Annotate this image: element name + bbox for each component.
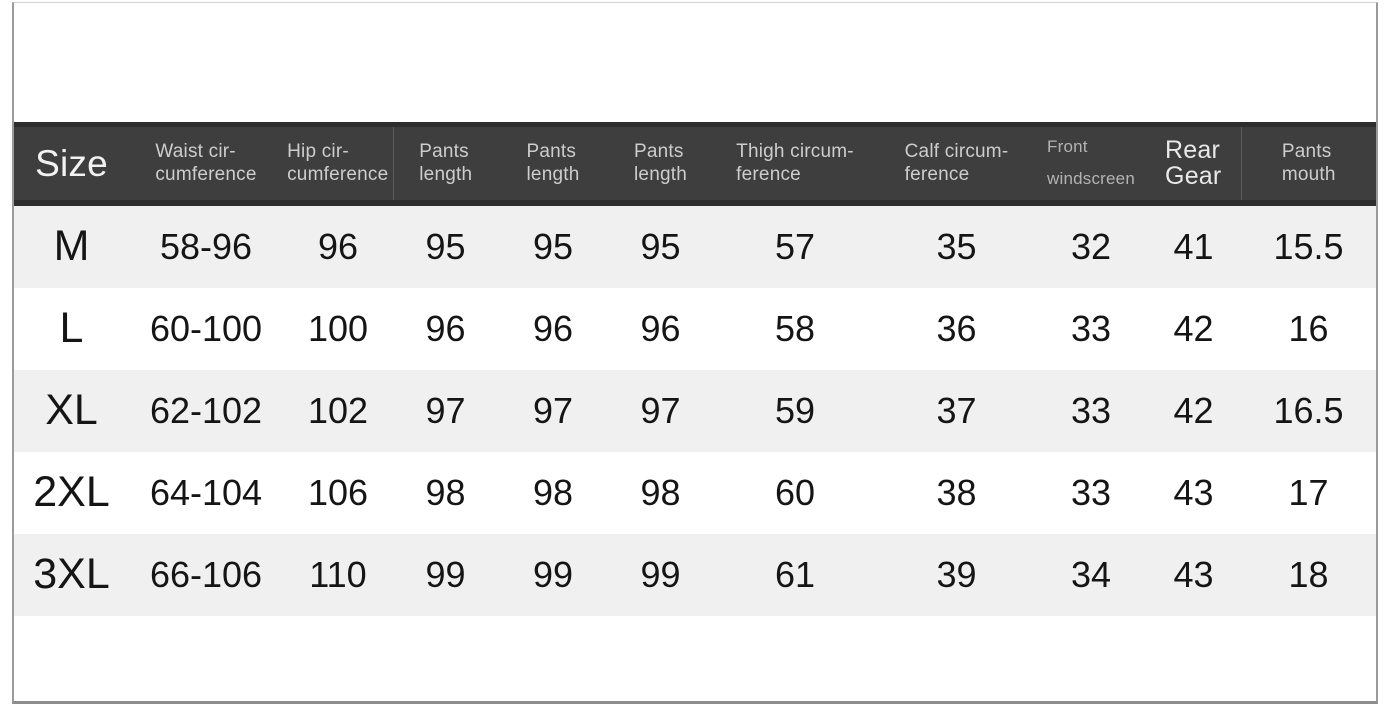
cell-3xl-calf-circumference: 39 <box>936 553 977 595</box>
column-header-hip-circumference: Hip cir- cumference <box>283 122 394 206</box>
cell-2xl-waist-circumference: 64-104 <box>149 471 263 513</box>
cell-l-rear-gear: 42 <box>1173 307 1214 349</box>
cell-xl-pants-length-2: 97 <box>532 389 574 431</box>
cell-m-pants-mouth: 15.5 <box>1273 225 1344 267</box>
cell-2xl-pants-length-2: 98 <box>532 471 574 513</box>
cell-xl-front-windscreen: 33 <box>1070 389 1112 431</box>
column-header-waist-circumference: Waist cir- cumference <box>129 122 283 206</box>
table-body: M 58-96 96 95 95 95 57 35 32 41 15.5 L 60-100 100 96 96… <box>14 202 1376 616</box>
column-header-rear-gear: Rear Gear <box>1146 122 1242 206</box>
cell-3xl-thigh-circumference: 61 <box>774 553 816 595</box>
cell-xl-rear-gear: 42 <box>1173 389 1214 431</box>
cell-m-thigh-circumference: 57 <box>774 225 816 267</box>
cell-l-front-windscreen: 33 <box>1070 307 1112 349</box>
cell-xl-hip-circumference: 102 <box>307 389 369 431</box>
header-row: Size Waist cir- cumference Hip cir- cumfer… <box>14 122 1376 206</box>
cell-3xl-pants-length-1: 99 <box>425 553 466 595</box>
cell-2xl-pants-length-3: 98 <box>640 471 681 513</box>
cell-3xl-rear-gear: 43 <box>1173 553 1214 595</box>
size-chart: Size Waist cir- cumference Hip cir- cumfer… <box>14 122 1376 616</box>
cell-xl-pants-mouth: 16.5 <box>1273 389 1344 431</box>
size-label: L <box>59 304 84 352</box>
column-header-pants-length-1: Pants length <box>393 122 498 206</box>
cell-xl-waist-circumference: 62-102 <box>149 389 263 431</box>
column-header-thigh-circumference: Thigh circum- ference <box>713 122 877 206</box>
cell-xl-pants-length-3: 97 <box>640 389 681 431</box>
column-header-pants-length-3: Pants length <box>608 122 713 206</box>
cell-3xl-pants-mouth: 18 <box>1288 553 1329 595</box>
table-header: Size Waist cir- cumference Hip cir- cumfer… <box>14 122 1376 206</box>
cell-m-pants-length-3: 95 <box>640 225 681 267</box>
cell-2xl-rear-gear: 43 <box>1173 471 1214 513</box>
cell-3xl-waist-circumference: 66-106 <box>149 553 263 595</box>
cell-m-calf-circumference: 35 <box>936 225 977 267</box>
cell-xl-thigh-circumference: 59 <box>774 389 816 431</box>
size-chart-frame: Size Waist cir- cumference Hip cir- cumfer… <box>12 2 1378 704</box>
column-header-label: Pants length <box>526 140 580 186</box>
cell-3xl-pants-length-3: 99 <box>640 553 681 595</box>
column-header-pants-length-2: Pants length <box>498 122 608 206</box>
cell-2xl-pants-mouth: 17 <box>1288 471 1329 513</box>
cell-3xl-front-windscreen: 34 <box>1070 553 1112 595</box>
size-label: XL <box>45 386 98 434</box>
size-label: 2XL <box>33 468 110 516</box>
table-row-m: M 58-96 96 95 95 95 57 35 32 41 15.5 <box>14 202 1376 288</box>
column-header-label: Hip cir- cumference <box>287 140 389 186</box>
column-header-size: Size <box>14 122 129 206</box>
cell-m-waist-circumference: 58-96 <box>159 225 253 267</box>
column-header-calf-circumference: Calf circum- ference <box>877 122 1036 206</box>
cell-m-hip-circumference: 96 <box>317 225 359 267</box>
size-chart-table: Size Waist cir- cumference Hip cir- cumfer… <box>14 122 1376 616</box>
cell-2xl-hip-circumference: 106 <box>307 471 369 513</box>
column-header-label: Waist cir- cumference <box>155 140 257 186</box>
table-row-l: L 60-100 100 96 96 96 58 36 33 42 16 <box>14 287 1376 370</box>
column-header-label: Rear Gear <box>1165 136 1222 191</box>
cell-m-pants-length-2: 95 <box>532 225 574 267</box>
cell-m-pants-length-1: 95 <box>425 225 466 267</box>
cell-2xl-pants-length-1: 98 <box>425 471 466 513</box>
column-header-label: Front windscreen <box>1047 136 1135 189</box>
column-header-front-windscreen: Front windscreen <box>1036 122 1146 206</box>
cell-3xl-pants-length-2: 99 <box>532 553 574 595</box>
size-label: M <box>53 222 90 270</box>
column-header-pants-mouth: Pants mouth <box>1241 122 1376 206</box>
cell-l-hip-circumference: 100 <box>307 307 369 349</box>
cell-l-pants-length-2: 96 <box>532 307 574 349</box>
cell-2xl-front-windscreen: 33 <box>1070 471 1112 513</box>
cell-m-front-windscreen: 32 <box>1070 225 1112 267</box>
table-row-xl: XL 62-102 102 97 97 97 59 37 33 42 16.5 <box>14 369 1376 452</box>
cell-l-waist-circumference: 60-100 <box>149 307 263 349</box>
size-label: 3XL <box>33 550 110 598</box>
cell-3xl-hip-circumference: 110 <box>309 553 367 595</box>
cell-l-thigh-circumference: 58 <box>774 307 816 349</box>
cell-l-pants-length-1: 96 <box>425 307 466 349</box>
column-header-label: Pants length <box>634 140 687 186</box>
cell-l-calf-circumference: 36 <box>936 307 977 349</box>
column-header-label: Thigh circum- ference <box>736 140 854 186</box>
cell-xl-pants-length-1: 97 <box>425 389 466 431</box>
cell-2xl-thigh-circumference: 60 <box>774 471 816 513</box>
cell-m-rear-gear: 41 <box>1173 225 1214 267</box>
cell-l-pants-mouth: 16 <box>1288 307 1329 349</box>
table-row-3xl: 3XL 66-106 110 99 99 99 61 39 34 43 18 <box>14 533 1376 616</box>
column-header-label: Calf circum- ference <box>904 140 1009 186</box>
column-header-label: Pants length <box>419 140 473 186</box>
column-header-label: Size <box>35 142 108 184</box>
table-row-2xl: 2XL 64-104 106 98 98 98 60 38 33 43 17 <box>14 451 1376 534</box>
cell-l-pants-length-3: 96 <box>640 307 681 349</box>
cell-xl-calf-circumference: 37 <box>936 389 977 431</box>
cell-2xl-calf-circumference: 38 <box>936 471 977 513</box>
column-header-label: Pants mouth <box>1281 140 1336 186</box>
